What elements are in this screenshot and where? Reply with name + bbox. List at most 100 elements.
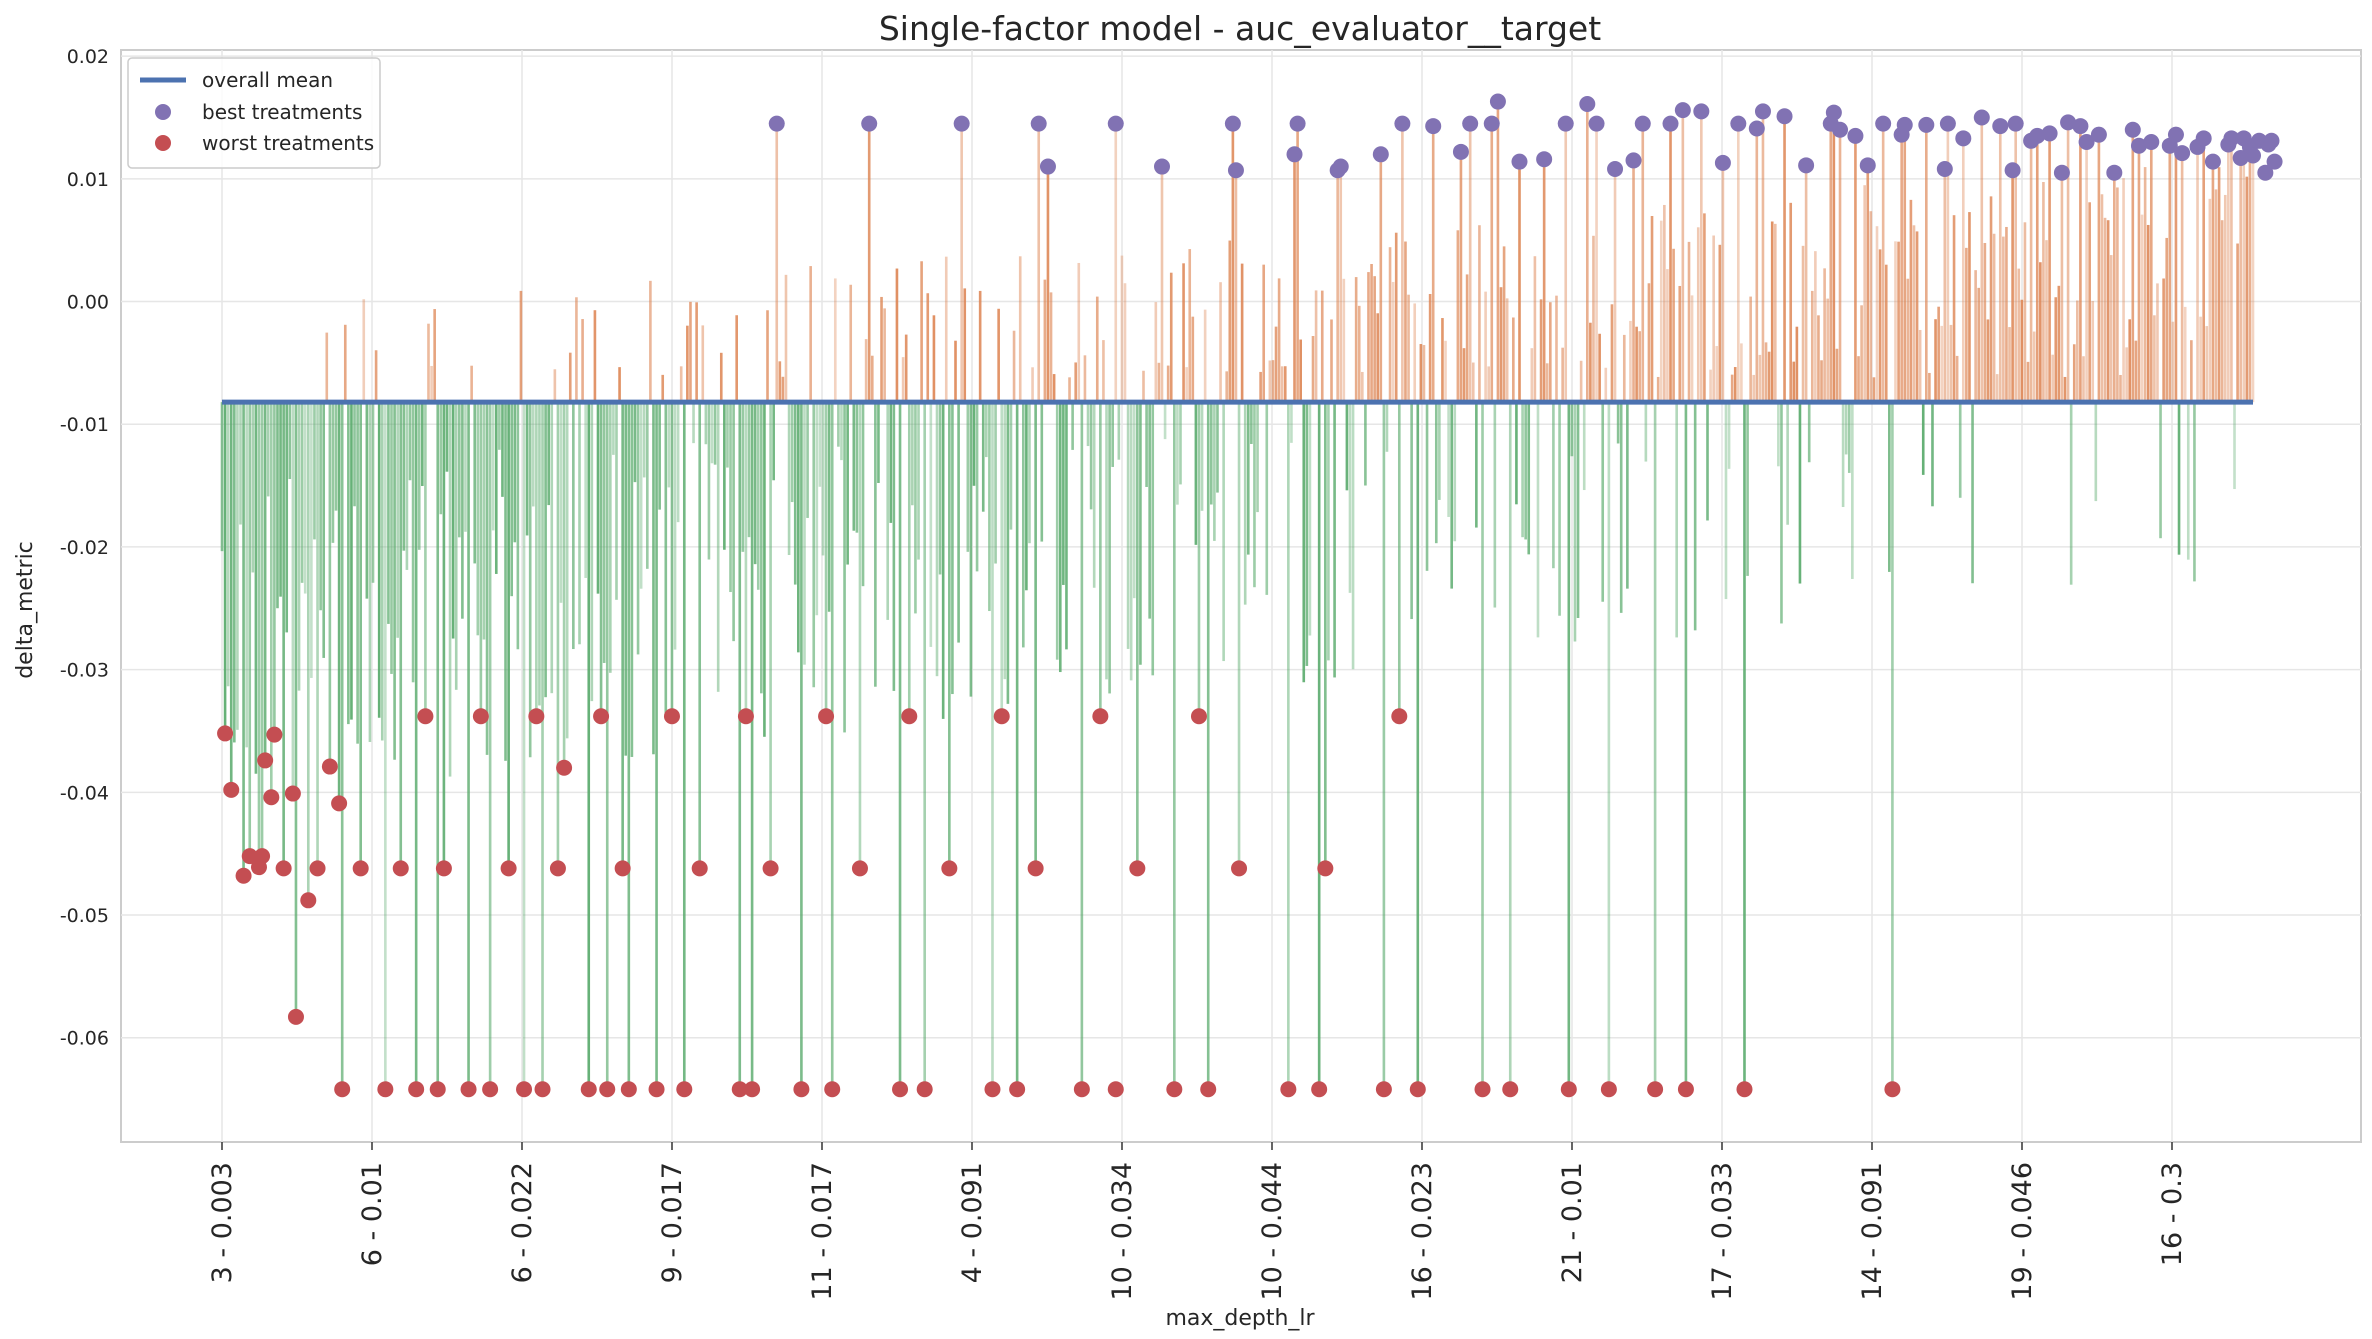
bar-below-mean [2177, 402, 2181, 555]
bar-below-mean [975, 402, 979, 572]
bar-below-mean [356, 402, 359, 744]
worst-treatment-point [1231, 860, 1248, 877]
bar-above-mean [2122, 178, 2125, 403]
x-tick-label: 17 - 0.033 [1707, 1162, 1738, 1301]
bar-below-mean [377, 402, 381, 718]
best-treatment-point [2041, 125, 2058, 142]
y-tick-label: -0.03 [60, 660, 109, 682]
y-tick-label: -0.05 [60, 905, 109, 927]
bar-below-mean [464, 402, 467, 532]
bar-above-mean [1641, 123, 1645, 403]
bar-below-mean [658, 402, 661, 510]
bar-below-mean [547, 402, 550, 506]
bar-below-mean [732, 402, 735, 642]
bar-below-mean [840, 402, 843, 461]
bar-above-mean [581, 319, 584, 403]
worst-treatment-point [284, 785, 301, 802]
worst-treatment-point [377, 1081, 394, 1098]
bar-below-mean [991, 402, 994, 1090]
bar-below-mean [359, 402, 362, 869]
bar-below-mean [535, 402, 538, 717]
bar-above-mean [1656, 376, 1660, 403]
bar-above-mean [2054, 297, 2058, 403]
bar-above-mean [932, 315, 936, 403]
bar-above-mean [1810, 290, 1814, 403]
bar-above-mean [1965, 247, 1968, 403]
bar-above-mean [1977, 287, 1981, 403]
bar-below-mean [929, 402, 933, 647]
best-treatment-point [2223, 130, 2240, 147]
bar-below-mean [2159, 402, 2162, 539]
bar-below-mean [417, 402, 421, 550]
bar-below-mean [981, 402, 985, 512]
worst-treatment-point [1280, 1081, 1297, 1098]
bar-below-mean [1475, 402, 1478, 528]
bar-above-mean [1422, 345, 1426, 403]
bar-below-mean [1385, 402, 1389, 452]
bar-below-mean [1302, 402, 1306, 683]
bar-above-mean [1370, 264, 1373, 403]
x-tick-label: 6 - 0.01 [357, 1162, 388, 1266]
bar-above-mean [2190, 340, 2193, 403]
bar-above-mean [2239, 157, 2242, 403]
bar-above-mean [1773, 223, 1777, 403]
bar-below-mean [1040, 402, 1044, 542]
bar-above-mean [809, 266, 812, 403]
best-treatment-point [1452, 143, 1469, 160]
bar-below-mean [473, 402, 477, 564]
bar-above-mean [2134, 340, 2138, 403]
bar-below-mean [630, 402, 634, 757]
bar-above-mean [1968, 212, 1971, 403]
bar-below-mean [479, 402, 483, 717]
bar-above-mean [1878, 249, 1882, 403]
bar-above-mean [1077, 262, 1081, 403]
bar-above-mean [944, 256, 948, 403]
worst-treatment-point [663, 708, 680, 725]
bar-above-mean [2014, 123, 2018, 403]
bar-above-mean [1709, 369, 1712, 403]
worst-treatment-point [408, 1081, 425, 1098]
bar-below-mean [1111, 402, 1114, 467]
bar-below-mean [306, 402, 310, 901]
bar-above-mean [1357, 305, 1361, 403]
bar-below-mean [957, 402, 960, 643]
bar-above-mean [1900, 134, 1903, 403]
bar-below-mean [303, 402, 307, 594]
bar-above-mean [618, 367, 621, 403]
bar-below-mean [405, 402, 409, 570]
bar-below-mean [1062, 402, 1065, 585]
bar-above-mean [2116, 187, 2119, 403]
bar-above-mean [775, 123, 779, 403]
bar-below-mean [1558, 402, 1561, 616]
worst-treatment-point [762, 860, 779, 877]
bar-above-mean [2079, 126, 2082, 403]
bar-below-mean [1524, 402, 1527, 540]
best-treatment-point [1730, 115, 1747, 132]
bar-below-mean [670, 402, 674, 717]
bar-above-mean [1228, 240, 1232, 403]
bar-above-mean [1820, 360, 1823, 403]
bar-above-mean [1428, 293, 1432, 403]
worst-treatment-point [731, 1081, 748, 1098]
bar-below-mean [421, 402, 424, 487]
bar-below-mean [1619, 402, 1623, 613]
bar-above-mean [568, 352, 572, 403]
bar-above-mean [1465, 274, 1469, 403]
worst-treatment-point [620, 1081, 637, 1098]
bar-above-mean [1663, 204, 1666, 403]
bar-above-mean [1764, 342, 1768, 403]
bar-above-mean [1795, 326, 1799, 403]
bar-above-mean [1478, 225, 1481, 403]
bar-below-mean [877, 402, 880, 483]
bar-above-mean [920, 261, 923, 403]
bar-below-mean [399, 402, 403, 869]
bar-above-mean [1142, 370, 1145, 403]
bar-below-mean [1425, 402, 1429, 571]
bar-above-mean [1604, 367, 1608, 403]
bar-above-mean [960, 123, 963, 403]
bar-below-mean [1582, 402, 1586, 491]
bar-below-mean [254, 402, 258, 774]
bar-above-mean [2097, 134, 2101, 403]
best-treatment-point [2263, 132, 2280, 149]
bar-below-mean [1777, 402, 1780, 467]
